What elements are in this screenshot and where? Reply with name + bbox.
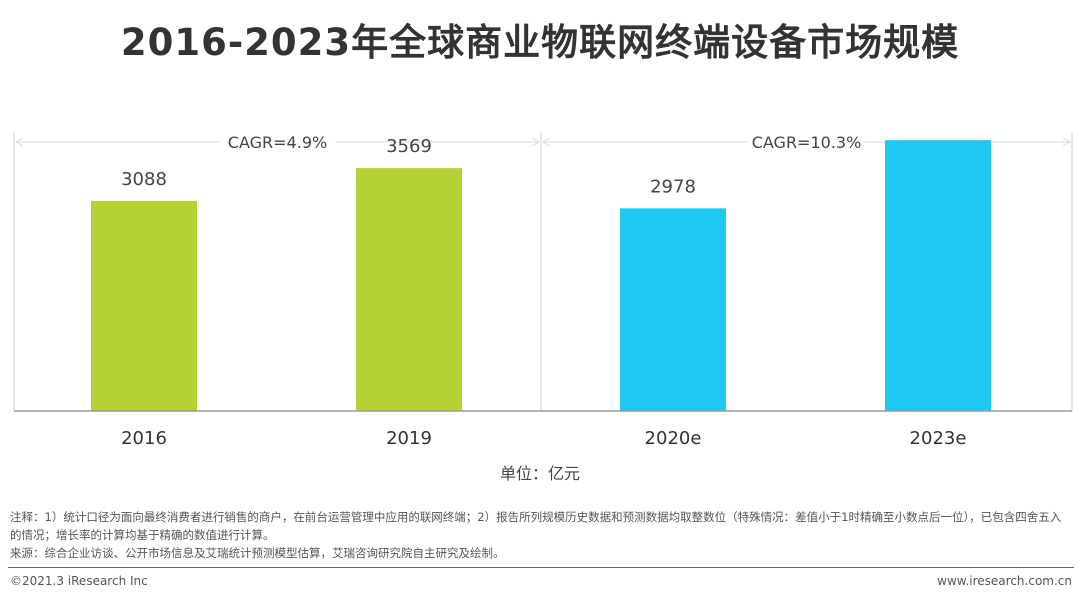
cagr-arrow-head bbox=[541, 137, 551, 147]
cagr-label: CAGR=4.9% bbox=[228, 133, 327, 152]
footer-divider bbox=[8, 567, 1074, 568]
cagr-arrow-head bbox=[531, 137, 541, 147]
bar-2019 bbox=[356, 168, 462, 411]
bar-2016 bbox=[91, 200, 197, 411]
note-text: 注释：1）统计口径为面向最终消费者进行销售的商户，在前台运营管理中应用的联网终端… bbox=[10, 510, 1062, 542]
x-tick-label: 2023e bbox=[910, 428, 967, 449]
footnotes: 注释：1）统计口径为面向最终消费者进行销售的商户，在前台运营管理中应用的联网终端… bbox=[10, 508, 1072, 562]
x-tick-label: 2020e bbox=[645, 428, 702, 449]
cagr-label: CAGR=10.3% bbox=[752, 133, 862, 152]
source-text: 来源：综合企业访谈、公开市场信息及艾瑞统计预测模型估算，艾瑞咨询研究院自主研究及… bbox=[10, 546, 505, 560]
data-label: 2978 bbox=[650, 176, 696, 197]
data-label: 3088 bbox=[121, 169, 167, 190]
unit-label: 单位：亿元 bbox=[499, 464, 580, 483]
cagr-arrow-head bbox=[14, 137, 24, 147]
bar-chart: CAGR=4.9% CAGR=10.3% 3088 2016 3569 2019 2978 2… bbox=[13, 132, 1073, 449]
data-label: 3569 bbox=[386, 136, 432, 157]
bar-2020e bbox=[620, 208, 726, 411]
cagr-arrow-head bbox=[1062, 137, 1072, 147]
copyright: ©2021.3 iResearch Inc bbox=[10, 574, 148, 588]
chart-title: 2016-2023年全球商业物联网终端设备市场规模 bbox=[120, 21, 960, 64]
x-tick-label: 2019 bbox=[386, 428, 432, 449]
bar-2023e bbox=[885, 140, 991, 412]
x-tick-label: 2016 bbox=[121, 428, 167, 449]
website-link[interactable]: www.iresearch.com.cn bbox=[937, 574, 1072, 588]
